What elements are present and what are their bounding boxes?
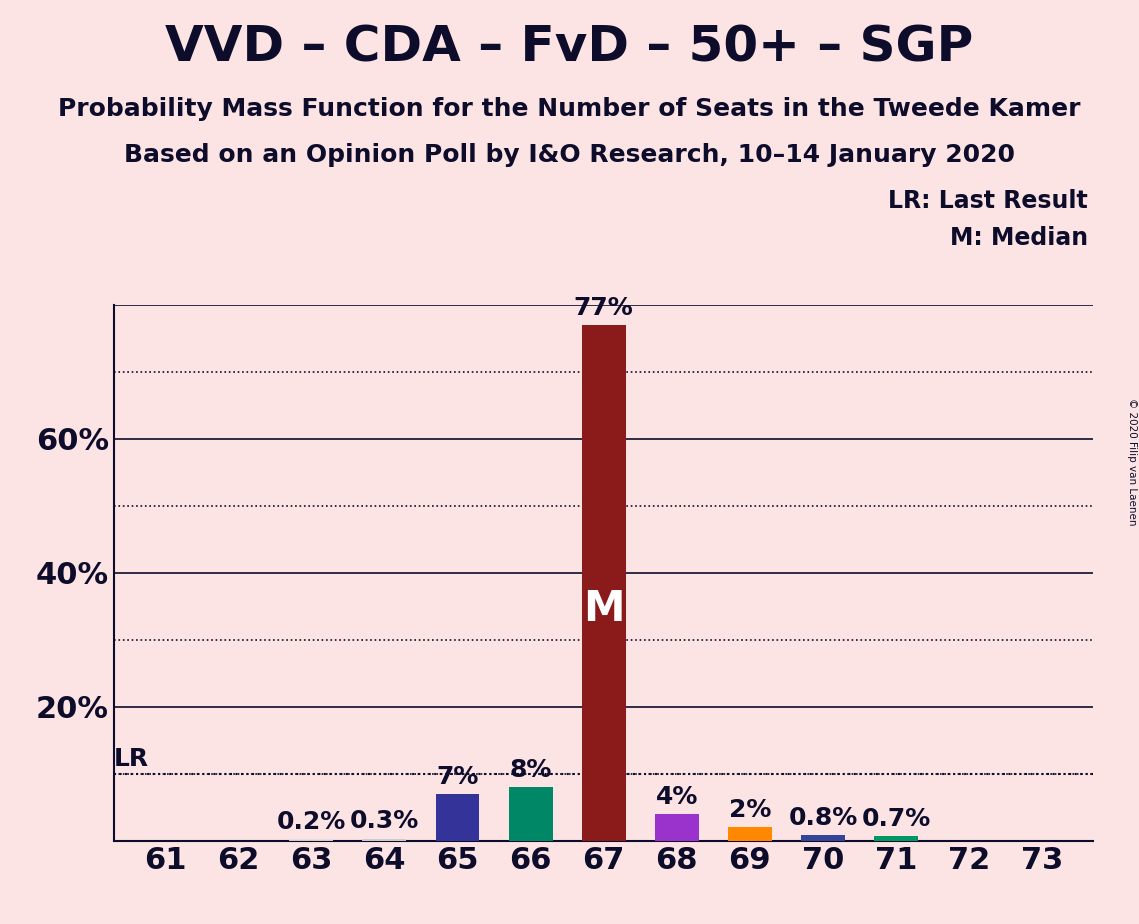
Text: M: M	[583, 588, 624, 630]
Text: 2%: 2%	[729, 798, 771, 822]
Text: 0.3%: 0.3%	[350, 809, 419, 833]
Text: 8%: 8%	[509, 758, 551, 782]
Text: M: Median: M: Median	[950, 226, 1088, 250]
Text: Probability Mass Function for the Number of Seats in the Tweede Kamer: Probability Mass Function for the Number…	[58, 97, 1081, 121]
Text: Based on an Opinion Poll by I&O Research, 10–14 January 2020: Based on an Opinion Poll by I&O Research…	[124, 143, 1015, 167]
Text: LR: LR	[114, 747, 149, 771]
Text: VVD – CDA – FvD – 50+ – SGP: VVD – CDA – FvD – 50+ – SGP	[165, 23, 974, 71]
Bar	[728, 828, 772, 841]
Bar	[655, 814, 698, 841]
Bar	[289, 840, 334, 841]
Text: © 2020 Filip van Laenen: © 2020 Filip van Laenen	[1126, 398, 1137, 526]
Text: 0.2%: 0.2%	[277, 810, 346, 834]
Bar	[874, 836, 918, 841]
Text: 4%: 4%	[656, 784, 698, 808]
Text: 77%: 77%	[574, 296, 633, 320]
Bar	[801, 835, 845, 841]
Text: LR: Last Result: LR: Last Result	[888, 189, 1088, 213]
Bar	[362, 839, 407, 841]
Bar	[582, 325, 625, 841]
Text: 7%: 7%	[436, 764, 478, 788]
Bar	[509, 787, 552, 841]
Bar	[435, 794, 480, 841]
Text: 0.8%: 0.8%	[788, 806, 858, 830]
Text: 0.7%: 0.7%	[861, 807, 931, 831]
